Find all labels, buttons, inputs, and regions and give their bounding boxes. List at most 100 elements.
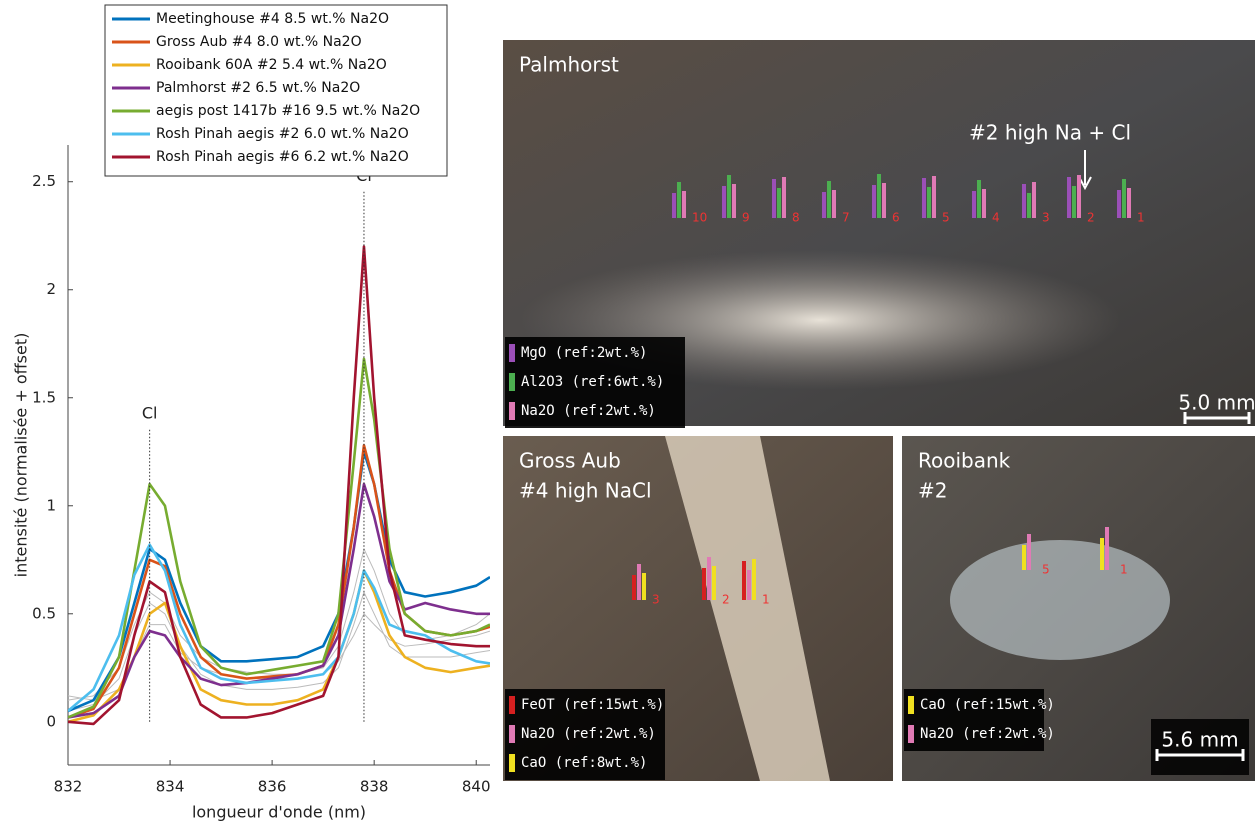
legend-swatch bbox=[509, 373, 515, 391]
composition-bar bbox=[642, 573, 646, 600]
legend-label: aegis post 1417b #16 9.5 wt.% Na2O bbox=[156, 103, 420, 119]
scale-bar bbox=[1183, 412, 1251, 424]
series-line bbox=[68, 357, 490, 719]
composition-bar bbox=[1117, 190, 1121, 218]
x-tick-label: 832 bbox=[54, 778, 83, 796]
panel-title: #4 high NaCl bbox=[519, 479, 652, 503]
composition-bar bbox=[977, 180, 981, 218]
composition-bar bbox=[882, 183, 886, 218]
panel-legend-label: Na2O (ref:2wt.%) bbox=[920, 726, 1055, 742]
legend-label: Rooibank 60A #2 5.4 wt.% Na2O bbox=[156, 57, 387, 73]
point-label: 5 bbox=[942, 211, 950, 225]
composition-bar bbox=[1105, 527, 1109, 570]
composition-bar bbox=[822, 192, 826, 218]
point-label: 1 bbox=[762, 593, 770, 607]
legend-label: Gross Aub #4 8.0 wt.% Na2O bbox=[156, 34, 362, 50]
panel-legend-label: MgO (ref:2wt.%) bbox=[521, 345, 647, 361]
composition-bar bbox=[877, 174, 881, 218]
composition-bar bbox=[1077, 175, 1081, 218]
composition-bar bbox=[1067, 177, 1071, 218]
panel-title: Palmhorst bbox=[519, 53, 619, 77]
composition-bar bbox=[827, 181, 831, 218]
y-tick-label: 1 bbox=[46, 496, 56, 514]
legend-label: Meetinghouse #4 8.5 wt.% Na2O bbox=[156, 11, 389, 27]
composition-bar bbox=[1027, 193, 1031, 218]
panel-legend-label: Na2O (ref:2wt.%) bbox=[521, 726, 656, 742]
x-tick-label: 840 bbox=[462, 778, 491, 796]
y-tick-label: 2 bbox=[46, 280, 56, 298]
series-line bbox=[68, 450, 490, 713]
photo-texture bbox=[665, 436, 830, 781]
series-line bbox=[68, 543, 490, 712]
point-label: 3 bbox=[652, 593, 660, 607]
x-axis-label: longueur d'onde (nm) bbox=[192, 803, 366, 822]
composition-bar bbox=[707, 557, 711, 600]
point-label: 3 bbox=[1042, 211, 1050, 225]
x-tick-label: 838 bbox=[360, 778, 389, 796]
composition-bar bbox=[722, 186, 726, 218]
composition-bar bbox=[702, 568, 706, 600]
point-label: 6 bbox=[892, 211, 900, 225]
legend-bg bbox=[505, 689, 665, 780]
series-line bbox=[68, 591, 490, 712]
composition-bar bbox=[632, 575, 636, 600]
composition-bar bbox=[982, 189, 986, 218]
point-label: 4 bbox=[992, 211, 1000, 225]
composition-bar bbox=[832, 190, 836, 218]
series-line bbox=[68, 482, 490, 719]
x-tick-label: 834 bbox=[156, 778, 185, 796]
legend-label: Rosh Pinah aegis #6 6.2 wt.% Na2O bbox=[156, 149, 409, 165]
y-tick-label: 2.5 bbox=[32, 172, 56, 190]
scale-label: 5.6 mm bbox=[1161, 728, 1238, 752]
composition-bar bbox=[1027, 534, 1031, 570]
panel-legend-label: CaO (ref:15wt.%) bbox=[920, 697, 1055, 713]
panel-legend-label: Al2O3 (ref:6wt.%) bbox=[521, 374, 664, 390]
photo-texture bbox=[950, 540, 1170, 660]
composition-bar bbox=[1122, 179, 1126, 218]
composition-bar bbox=[677, 182, 681, 218]
composition-bar bbox=[752, 559, 756, 600]
point-label: 5 bbox=[1042, 563, 1050, 577]
composition-bar bbox=[777, 188, 781, 218]
annotation-label: Cl bbox=[142, 404, 158, 423]
y-tick-label: 0.5 bbox=[32, 604, 56, 622]
panel-title: Rooibank bbox=[918, 449, 1011, 473]
composition-bar bbox=[732, 184, 736, 218]
composition-bar bbox=[682, 191, 686, 218]
composition-bar bbox=[742, 561, 746, 600]
legend-swatch bbox=[908, 696, 914, 714]
composition-bar bbox=[772, 179, 776, 218]
panel-title: Gross Aub bbox=[519, 449, 621, 473]
point-label: 1 bbox=[1137, 211, 1145, 225]
series-line bbox=[68, 245, 490, 726]
composition-bar bbox=[782, 177, 786, 218]
x-tick-label: 836 bbox=[258, 778, 287, 796]
composition-bar bbox=[1100, 538, 1104, 570]
panel-title: #2 bbox=[918, 479, 947, 503]
legend-label: Palmhorst #2 6.5 wt.% Na2O bbox=[156, 80, 360, 96]
legend-swatch bbox=[509, 725, 515, 743]
composition-bar bbox=[922, 178, 926, 218]
composition-bar bbox=[927, 187, 931, 218]
composition-bar bbox=[747, 570, 751, 600]
legend-swatch bbox=[509, 754, 515, 772]
point-label: 10 bbox=[692, 211, 707, 225]
series-line bbox=[68, 569, 490, 724]
y-tick-label: 1.5 bbox=[32, 388, 56, 406]
legend-swatch bbox=[509, 344, 515, 362]
legend-box bbox=[104, 4, 448, 177]
point-label: 2 bbox=[1087, 211, 1095, 225]
panel-legend-label: Na2O (ref:2wt.%) bbox=[521, 403, 656, 419]
composition-bar bbox=[1022, 184, 1026, 218]
point-label: 1 bbox=[1120, 563, 1128, 577]
panel-legend-label: CaO (ref:8wt.%) bbox=[521, 755, 647, 771]
panel-note: #2 high Na + Cl bbox=[969, 121, 1131, 145]
panel-legend-label: FeOT (ref:15wt.%) bbox=[521, 697, 664, 713]
point-label: 7 bbox=[842, 211, 850, 225]
composition-bar bbox=[1072, 186, 1076, 218]
point-label: 8 bbox=[792, 211, 800, 225]
legend-swatch bbox=[908, 725, 914, 743]
legend-bg bbox=[904, 689, 1044, 751]
composition-bar bbox=[1022, 545, 1026, 570]
